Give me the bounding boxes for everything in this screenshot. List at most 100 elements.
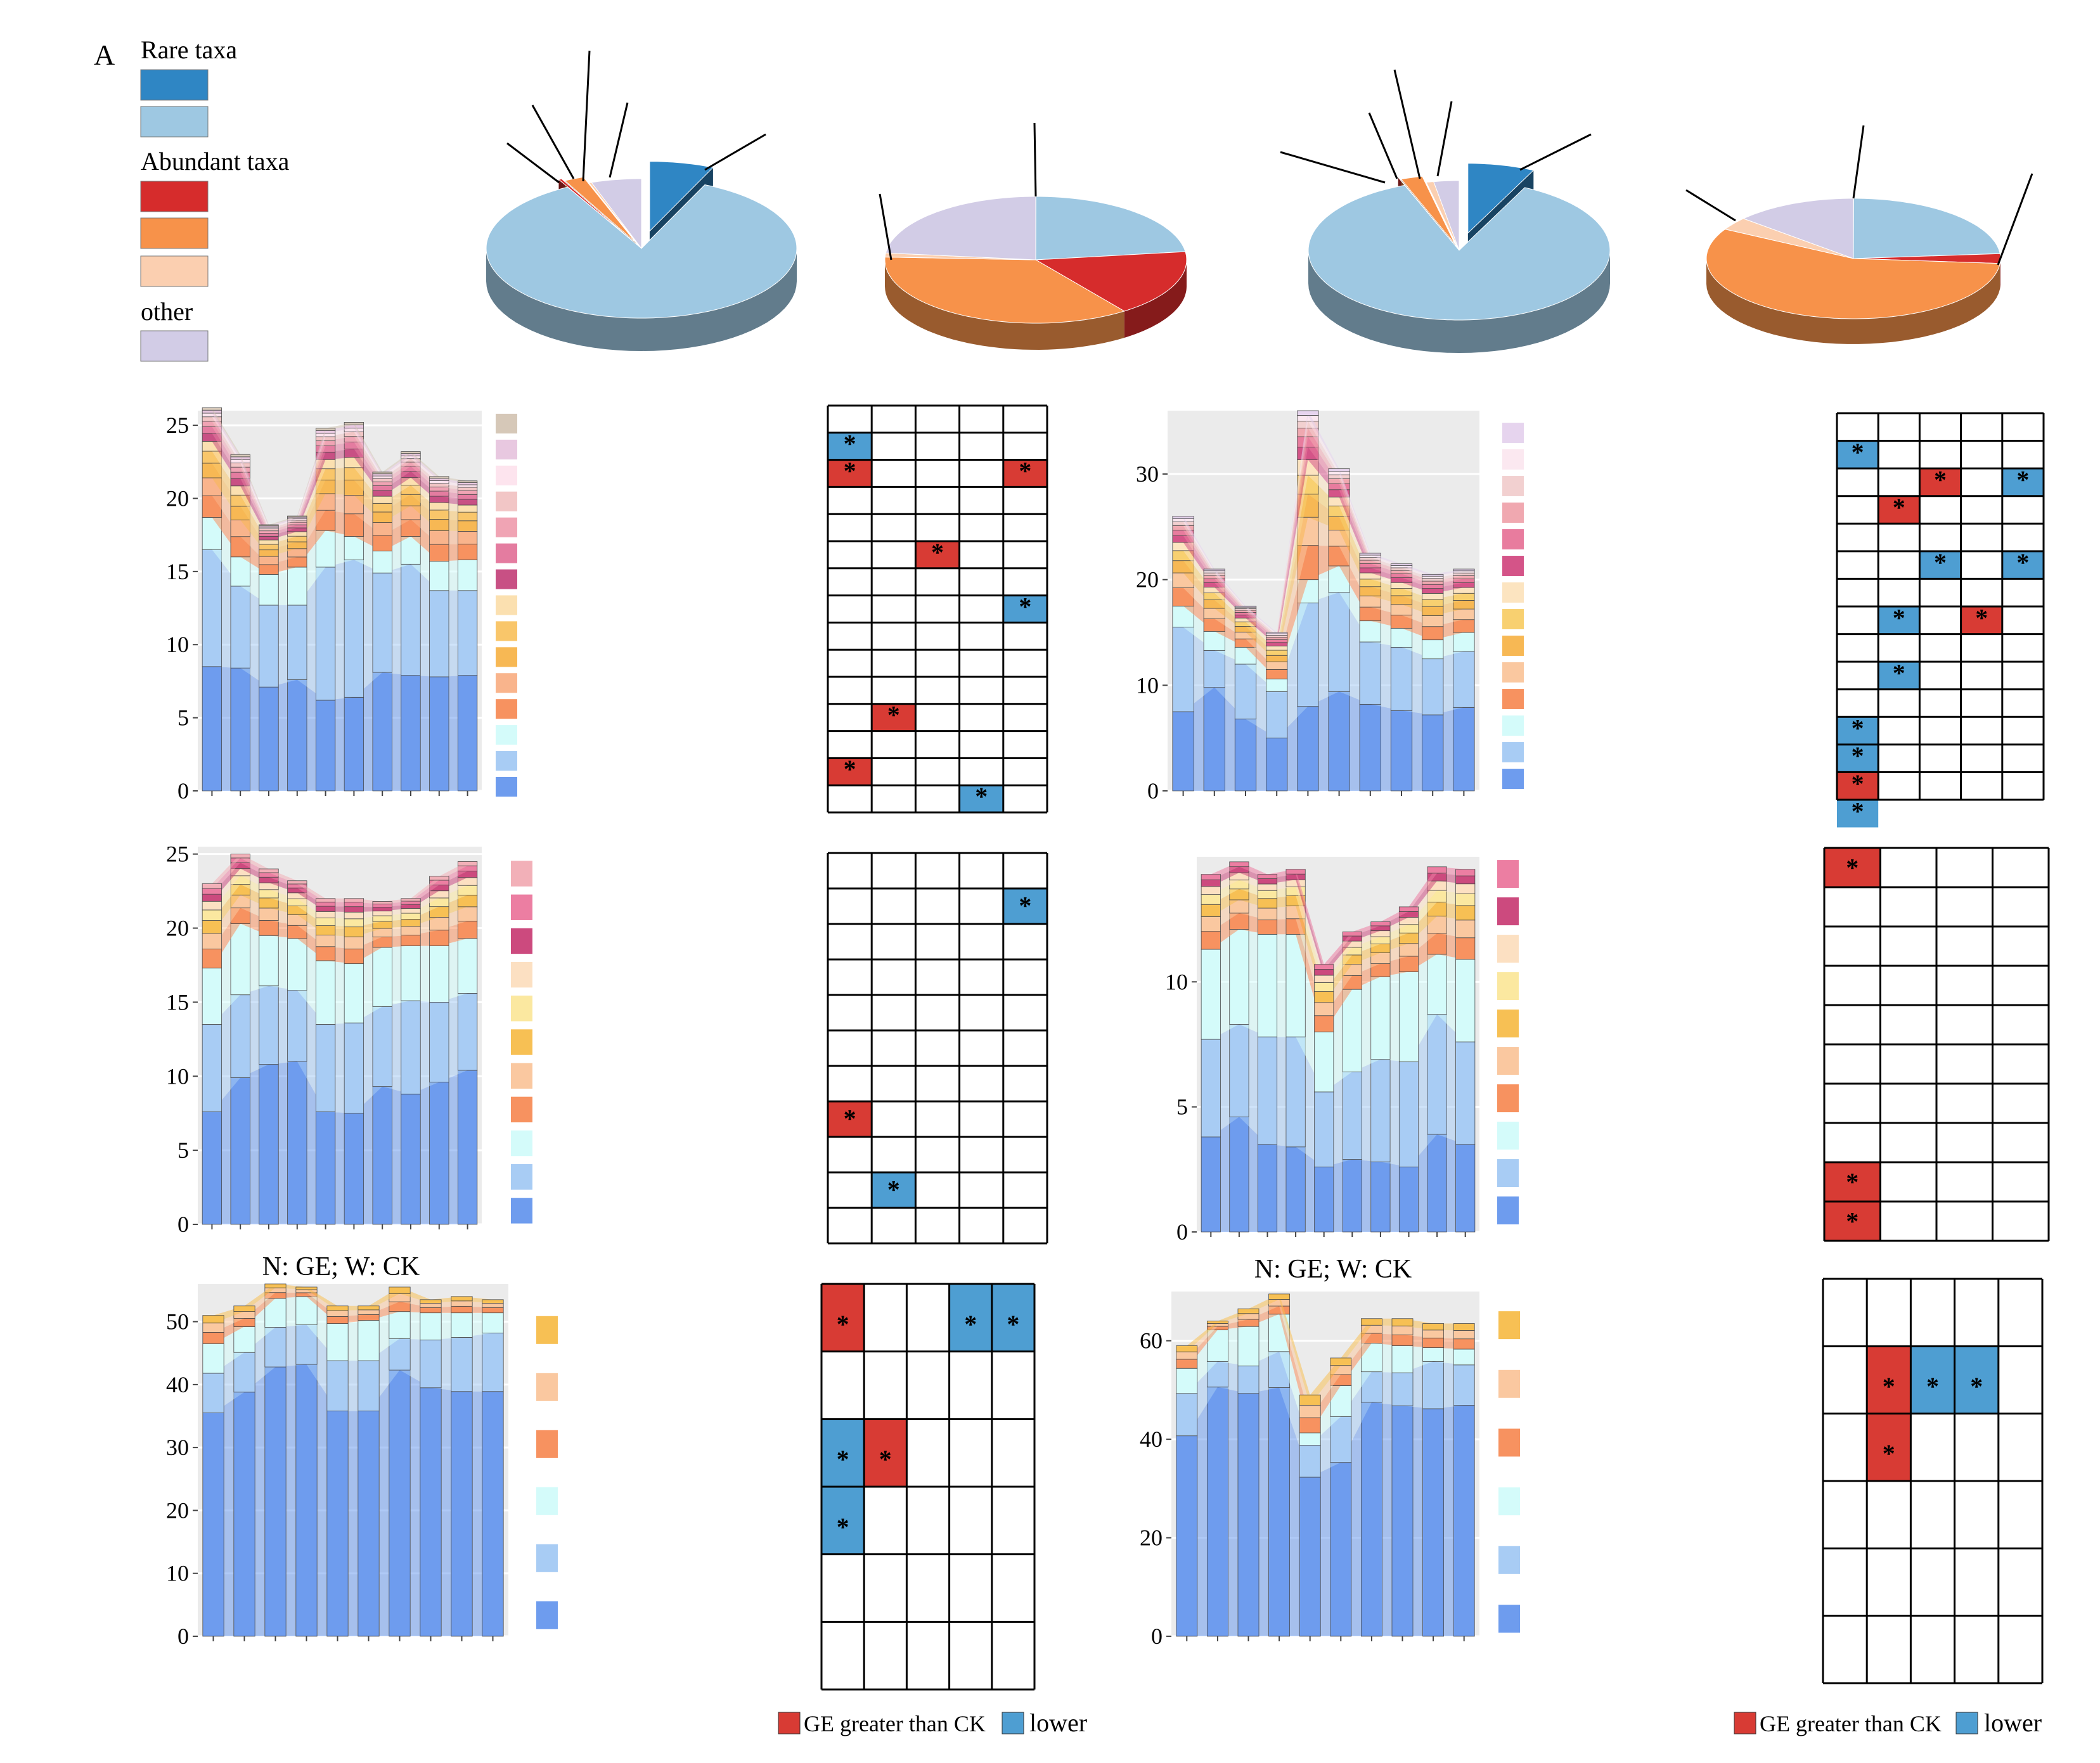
bar-segment — [457, 921, 478, 939]
bar-segment — [230, 463, 250, 468]
heatmap-cell-higher — [1824, 1202, 1881, 1241]
bar-segment — [230, 556, 250, 587]
pie-slice-aat — [558, 178, 633, 241]
bar-segment — [372, 535, 392, 551]
significance-star: * — [975, 782, 988, 811]
bar-segment — [482, 1333, 504, 1392]
pie-side-aat — [1124, 260, 1187, 338]
bar-segment — [259, 574, 279, 606]
bar-segment — [1359, 606, 1381, 622]
bar-segment — [1328, 592, 1350, 692]
legend-lower-label: lower — [1984, 1709, 2042, 1737]
bar-segment — [1297, 706, 1319, 792]
bar-segment — [1422, 593, 1444, 600]
legend-swatch — [1502, 742, 1524, 762]
bar-segment — [482, 1312, 504, 1333]
pie-leader-line — [1519, 133, 1592, 171]
y-tick-label: 20 — [166, 485, 189, 511]
legend-swatch — [1502, 449, 1524, 470]
bar-segment — [358, 1309, 380, 1315]
bar-segment — [1370, 1059, 1391, 1162]
legend-lower-swatch — [1002, 1712, 1024, 1734]
bar-segment — [315, 436, 336, 442]
bar-segment — [344, 963, 364, 1023]
legend-swatch — [1498, 1369, 1520, 1398]
bar-segment — [230, 994, 250, 1079]
y-tick-label: 20 — [1136, 567, 1159, 593]
bar-segment — [457, 490, 478, 495]
pie-leader-line — [609, 102, 629, 178]
bar-segment — [372, 475, 392, 479]
bar-segment — [1453, 651, 1475, 708]
heatmap-cell-higher — [828, 459, 872, 487]
bar-segment — [1176, 1345, 1198, 1352]
bar-segment — [1342, 932, 1362, 937]
bar-segment — [1391, 1318, 1414, 1326]
bar-segment — [344, 422, 364, 425]
bar-segment — [230, 586, 250, 669]
significance-star: * — [837, 1445, 849, 1473]
panel-e: 0 5 10 * * * — [1165, 847, 2050, 1245]
legend-swatch — [1497, 1084, 1519, 1113]
bar-segment — [1328, 691, 1350, 792]
bar-segment — [344, 911, 364, 920]
bar-segment — [326, 1411, 349, 1637]
bar-segment — [1455, 959, 1476, 1042]
panel-g-header: N: GE; W: CK — [1254, 1255, 1412, 1284]
bar-segment — [429, 590, 449, 677]
bar-segment — [1285, 1146, 1306, 1233]
bar-segment — [1453, 1330, 1475, 1340]
bar-segment — [1391, 1405, 1414, 1637]
bar-segment — [259, 605, 279, 688]
bar-segment — [1297, 410, 1319, 416]
area-band-firmicutes — [212, 451, 468, 550]
legend-swatch — [511, 1130, 532, 1157]
bar-segment — [1203, 568, 1225, 572]
bar-segment — [1201, 1039, 1221, 1138]
bar-segment — [451, 1305, 473, 1314]
bar-segment — [202, 1343, 224, 1374]
pie-slice-crt — [1308, 184, 1611, 321]
bar-segment — [457, 494, 478, 500]
y-tick-label: 10 — [1136, 672, 1159, 698]
area-band-patescibacteria — [212, 421, 468, 534]
bar-segment — [1201, 931, 1221, 950]
bar-segment — [1390, 627, 1413, 648]
bar-segment — [372, 572, 392, 673]
bar-segment — [1453, 1323, 1475, 1331]
bar-segment — [259, 549, 279, 557]
bar-segment — [429, 930, 449, 946]
bar-segment — [315, 1111, 336, 1225]
bar-segment — [1453, 632, 1475, 652]
bar-segment — [482, 1299, 504, 1304]
pie-leader-line — [1436, 101, 1453, 177]
bar-segment — [259, 935, 279, 987]
bar-segment — [1370, 1162, 1391, 1233]
bar-segment — [457, 544, 478, 560]
heatmap-legend-g: GE greater than CK lower — [1734, 1709, 2042, 1737]
pie-side-cat — [885, 260, 1124, 350]
bar-segment — [1455, 869, 1476, 876]
bar-segment — [1398, 906, 1419, 912]
legend-swatch — [511, 1063, 532, 1089]
bar-segment — [202, 909, 222, 921]
bar-segment — [1268, 1387, 1291, 1637]
legend-swatch — [1502, 529, 1524, 549]
bar-segment — [315, 946, 336, 961]
y-tick-label: 25 — [166, 413, 189, 438]
heatmap-cell-higher — [1961, 606, 2002, 634]
bar-segment — [1299, 1404, 1321, 1418]
bar-segment — [1455, 905, 1476, 921]
pie-chart-2 — [879, 122, 1187, 350]
bar-segment — [326, 1310, 349, 1317]
legend-swatch — [496, 543, 517, 563]
heatmap-cell-lower — [1003, 595, 1047, 623]
legend-swatch — [1497, 935, 1519, 963]
legend-swatch — [1502, 689, 1524, 709]
pie-slice-crt — [1853, 198, 2000, 259]
panel-letter-a: A — [94, 39, 115, 71]
significance-star: * — [1926, 1372, 1939, 1401]
bar-segment — [202, 407, 222, 411]
y-tick-label: 30 — [166, 1435, 189, 1460]
bar-segment — [1455, 1144, 1476, 1233]
